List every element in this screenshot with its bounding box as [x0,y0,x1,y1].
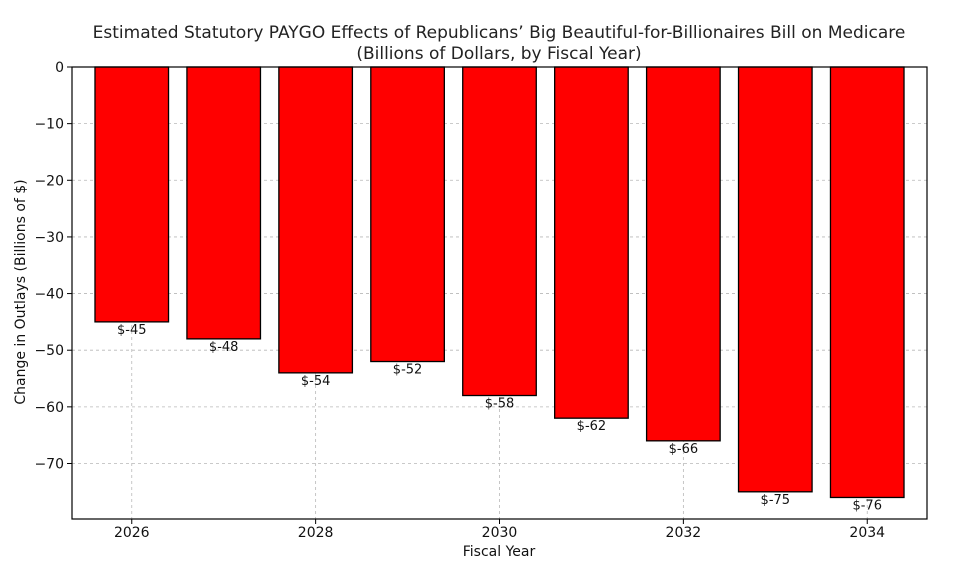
bar-2032 [645,66,721,442]
y-tick-label: −40 [34,287,64,303]
data-label-2033: $-75 [761,493,791,508]
y-tick-label: −50 [34,343,64,359]
y-axis-label: Change in Outlays (Billions of $) [13,179,29,404]
data-labels: $-45 $-48 $-54 $-52 $-58 $-62 $-66 $-75 $-76 [117,323,882,514]
y-tick-label: 0 [55,60,64,76]
data-label-2027: $-48 [209,340,239,355]
y-tick-label: −60 [34,400,64,416]
y-tick-label: −10 [34,117,64,133]
bar-2030 [462,66,537,397]
data-label-2028: $-54 [301,374,331,389]
bar-2033 [737,66,813,493]
data-label-2029: $-52 [393,363,423,378]
data-label-2030: $-58 [485,397,515,412]
bar-2031 [554,66,629,419]
data-label-2031: $-62 [577,419,607,434]
x-tick-label: 2026 [114,525,150,541]
plot-frame [71,66,928,520]
y-tick-label: −20 [34,173,64,189]
bar-2029 [370,66,445,363]
x-axis-label: Fiscal Year [463,544,536,560]
chart-title: Estimated Statutory PAYGO Effects of Rep… [93,23,906,43]
y-tick-label: −70 [34,456,64,472]
x-tick-label: 2032 [666,525,702,541]
bar-2034 [829,66,905,499]
bar-2027 [186,66,262,340]
data-label-2026: $-45 [117,323,147,338]
data-label-2034: $-76 [852,498,882,513]
bar-2028 [278,66,354,374]
y-tick-label: −30 [34,230,64,246]
x-tick-label: 2028 [298,525,334,541]
data-label-2032: $-66 [669,442,699,457]
x-tick-label: 2034 [849,525,885,541]
bar-2026 [94,66,170,323]
bars [94,66,905,499]
x-tick-label: 2030 [482,525,518,541]
chart-subtitle: (Billions of Dollars, by Fiscal Year) [356,44,641,64]
axis-ticks: 0 −10 −20 −30 −40 −50 −60 −70 2026 2028 2030 2032 20… [34,60,885,541]
